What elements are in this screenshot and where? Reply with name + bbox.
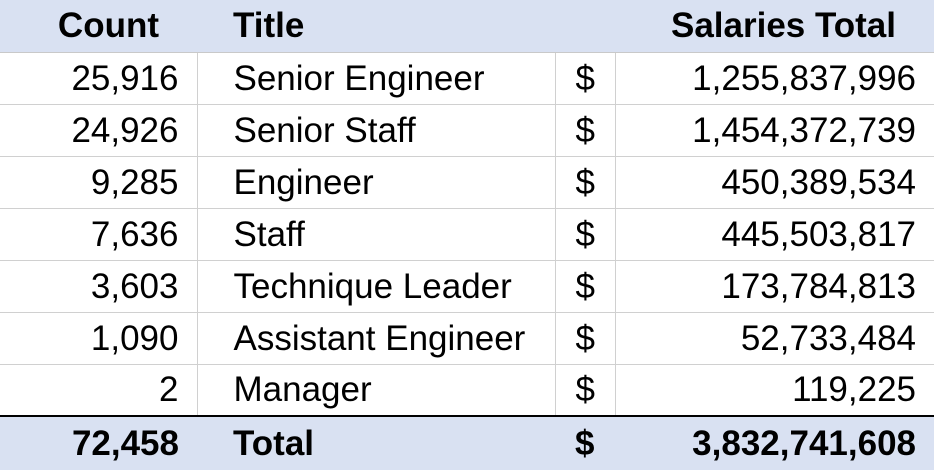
cell-title[interactable]: Senior Engineer xyxy=(197,52,556,105)
header-row: Count Title Salaries Total xyxy=(0,0,934,53)
table-row: 7,636 Staff $ 445,503,817 xyxy=(0,208,934,261)
table-row: 25,916 Senior Engineer $ 1,255,837,996 xyxy=(0,52,934,105)
cell-currency[interactable]: $ xyxy=(555,52,616,105)
header-count[interactable]: Count xyxy=(0,0,197,53)
header-currency[interactable] xyxy=(555,0,615,53)
cell-currency[interactable]: $ xyxy=(555,364,616,417)
cell-currency[interactable]: $ xyxy=(555,312,616,365)
cell-salaries-total[interactable]: 450,389,534 xyxy=(615,156,934,209)
cell-count[interactable]: 9,285 xyxy=(0,156,198,209)
cell-count[interactable]: 2 xyxy=(0,364,198,417)
cell-title[interactable]: Staff xyxy=(197,208,556,261)
cell-count[interactable]: 7,636 xyxy=(0,208,198,261)
cell-title[interactable]: Manager xyxy=(197,364,556,417)
total-count[interactable]: 72,458 xyxy=(0,416,197,470)
cell-count[interactable]: 1,090 xyxy=(0,312,198,365)
table-row: 1,090 Assistant Engineer $ 52,733,484 xyxy=(0,312,934,365)
header-title[interactable]: Title xyxy=(197,0,555,53)
header-salaries-total[interactable]: Salaries Total xyxy=(615,0,934,53)
cell-salaries-total[interactable]: 1,454,372,739 xyxy=(615,104,934,157)
cell-title[interactable]: Assistant Engineer xyxy=(197,312,556,365)
total-label[interactable]: Total xyxy=(197,416,555,470)
cell-title[interactable]: Senior Staff xyxy=(197,104,556,157)
cell-salaries-total[interactable]: 173,784,813 xyxy=(615,260,934,313)
cell-salaries-total[interactable]: 1,255,837,996 xyxy=(615,52,934,105)
cell-currency[interactable]: $ xyxy=(555,156,616,209)
cell-title[interactable]: Engineer xyxy=(197,156,556,209)
table-row: 9,285 Engineer $ 450,389,534 xyxy=(0,156,934,209)
cell-title[interactable]: Technique Leader xyxy=(197,260,556,313)
cell-currency[interactable]: $ xyxy=(555,260,616,313)
table-row: 2 Manager $ 119,225 xyxy=(0,364,934,417)
cell-salaries-total[interactable]: 445,503,817 xyxy=(615,208,934,261)
cell-currency[interactable]: $ xyxy=(555,208,616,261)
table-row: 3,603 Technique Leader $ 173,784,813 xyxy=(0,260,934,313)
total-salaries[interactable]: 3,832,741,608 xyxy=(615,416,934,470)
table-row: 24,926 Senior Staff $ 1,454,372,739 xyxy=(0,104,934,157)
total-row: 72,458 Total $ 3,832,741,608 xyxy=(0,416,934,470)
cell-currency[interactable]: $ xyxy=(555,104,616,157)
cell-salaries-total[interactable]: 119,225 xyxy=(615,364,934,417)
cell-count[interactable]: 3,603 xyxy=(0,260,198,313)
total-currency[interactable]: $ xyxy=(555,416,615,470)
cell-salaries-total[interactable]: 52,733,484 xyxy=(615,312,934,365)
cell-count[interactable]: 25,916 xyxy=(0,52,198,105)
cell-count[interactable]: 24,926 xyxy=(0,104,198,157)
